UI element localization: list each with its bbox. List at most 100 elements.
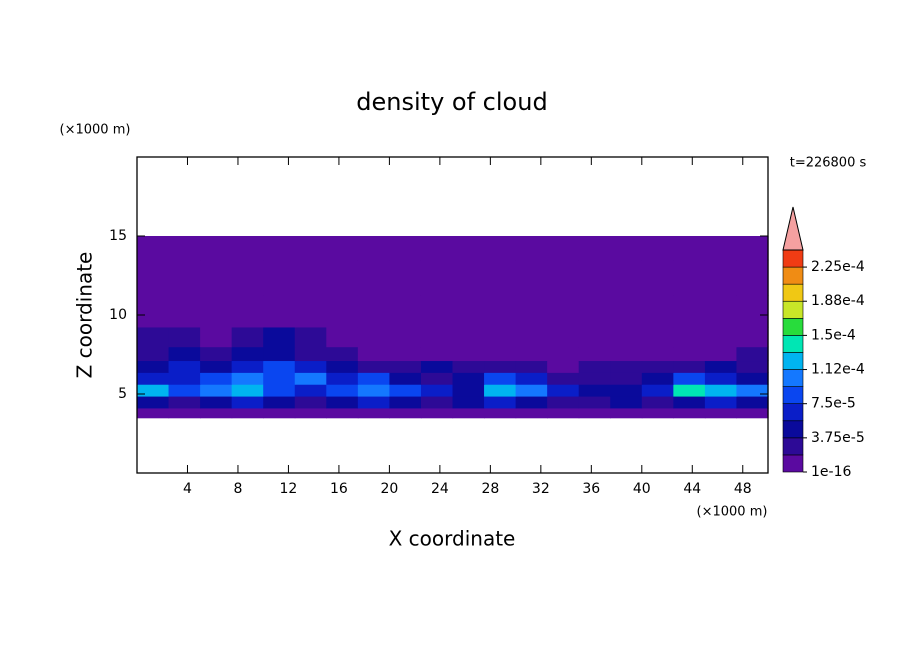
contour-cell [137, 360, 170, 373]
contour-cell [326, 346, 359, 362]
contour-cell [168, 360, 201, 373]
contour-cell [578, 259, 611, 296]
contour-cell [200, 236, 233, 261]
contour-cell [231, 384, 264, 397]
contour-cell [420, 295, 454, 328]
x-unit: (×1000 m) [697, 505, 768, 520]
contour-cell [231, 236, 264, 261]
contour-cell [736, 372, 769, 385]
colorbar-box [782, 318, 804, 336]
contour-cell [578, 326, 611, 348]
contour-cell [200, 346, 233, 362]
contour-cell [200, 372, 233, 385]
contour-cell [357, 384, 390, 397]
contour-cell [263, 395, 296, 409]
contour-cell [357, 407, 390, 419]
contour-cell [641, 295, 674, 328]
x-axis-label: X coordinate [389, 527, 516, 551]
colorbar-label: 2.25e-4 [811, 259, 865, 275]
contour-cell [389, 326, 422, 348]
contour-cell [231, 346, 264, 362]
contour-cell [641, 372, 674, 385]
contour-cell [704, 295, 738, 328]
contour-cell [200, 395, 233, 409]
contour-cell [263, 326, 296, 348]
contour-cell [357, 372, 390, 385]
contour-cell [200, 384, 233, 397]
contour-cell [641, 259, 674, 296]
contour-cell [263, 360, 296, 373]
contour-cell [641, 360, 674, 373]
contour-cell [484, 360, 517, 373]
contour-cell [231, 360, 264, 373]
colorbar-box [782, 369, 804, 387]
colorbar-box [782, 283, 804, 302]
contour-cell [610, 295, 643, 328]
contour-cell [168, 326, 201, 348]
contour-cell [200, 295, 233, 328]
contour-cell [641, 407, 674, 419]
contour-cell [547, 372, 580, 385]
contour-cell [484, 372, 517, 385]
contour-cell [610, 326, 643, 348]
contour-cell [610, 407, 643, 419]
contour-cell [389, 295, 422, 328]
contour-cell [452, 259, 485, 296]
contour-cell [326, 372, 359, 385]
contour-cell [547, 384, 580, 397]
contour-cell [452, 407, 485, 419]
contour-cell [326, 384, 359, 397]
contour-cell [137, 395, 170, 409]
x-tick-label: 20 [380, 481, 398, 497]
x-tick-label: 4 [183, 481, 192, 497]
contour-cell [357, 395, 390, 409]
contour-cell [547, 236, 580, 261]
colorbar-box [782, 437, 804, 456]
contour-cell [547, 295, 580, 328]
contour-cell [357, 326, 390, 348]
contour-cell [231, 326, 264, 348]
colorbar-box [782, 249, 804, 268]
contour-cell [137, 295, 170, 328]
contour-cell [484, 236, 517, 261]
contour-cell [673, 236, 706, 261]
contour-cell [294, 259, 327, 296]
x-tick-label: 32 [532, 481, 550, 497]
contour-cell [294, 236, 327, 261]
contour-cell [736, 346, 769, 362]
contour-cell [294, 407, 327, 419]
contour-cell [641, 395, 674, 409]
x-tick-label: 40 [633, 481, 651, 497]
contour-cell [263, 236, 296, 261]
contour-cell [673, 384, 706, 397]
contour-cell [168, 346, 201, 362]
contour-cell [641, 384, 674, 397]
contour-cell [673, 326, 706, 348]
colorbar-extend [782, 206, 804, 251]
contour-cell [736, 236, 769, 261]
contour-cell [547, 346, 580, 362]
contour-cell [389, 384, 422, 397]
colorbar-label: 7.5e-5 [811, 396, 856, 412]
contour-cell [736, 259, 769, 296]
x-tick-label: 24 [431, 481, 449, 497]
contour-cell [263, 259, 296, 296]
contour-cell [231, 372, 264, 385]
contour-cell [578, 384, 611, 397]
contour-cell [294, 326, 327, 348]
colorbar-box [782, 352, 804, 370]
contour-cell [515, 360, 548, 373]
contour-cell [452, 326, 485, 348]
contour-cell [326, 295, 359, 328]
y-unit: (×1000 m) [60, 123, 131, 138]
contour-cell [137, 346, 170, 362]
contour-cell [452, 395, 485, 409]
contour-cell [137, 236, 170, 261]
contour-cell [610, 360, 643, 373]
contour-cell [515, 326, 548, 348]
contour-cell [452, 236, 485, 261]
colorbar-box [782, 403, 804, 422]
contour-cell [357, 295, 390, 328]
contour-cell [357, 236, 390, 261]
contour-cell [578, 295, 611, 328]
